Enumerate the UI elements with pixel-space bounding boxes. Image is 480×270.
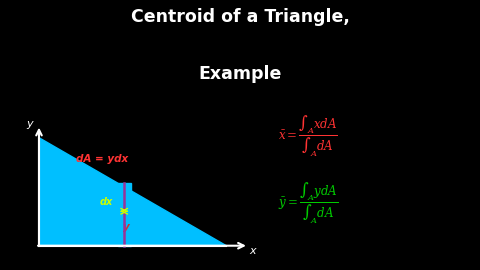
Text: dx: dx: [100, 197, 113, 207]
Text: dA = ydx: dA = ydx: [76, 154, 129, 164]
Polygon shape: [118, 183, 131, 246]
Text: $\bar{x} = \dfrac{\int_A xdA}{\int_A dA}$: $\bar{x} = \dfrac{\int_A xdA}{\int_A dA}…: [278, 113, 338, 159]
Text: Centroid of a Triangle,: Centroid of a Triangle,: [131, 8, 349, 26]
Polygon shape: [39, 138, 226, 246]
Text: x: x: [249, 246, 256, 256]
Text: $\bar{y} = \dfrac{\int_A ydA}{\int_A dA}$: $\bar{y} = \dfrac{\int_A ydA}{\int_A dA}…: [278, 181, 339, 226]
Text: y: y: [123, 222, 130, 232]
Text: y: y: [26, 119, 33, 129]
Text: Example: Example: [198, 65, 282, 83]
